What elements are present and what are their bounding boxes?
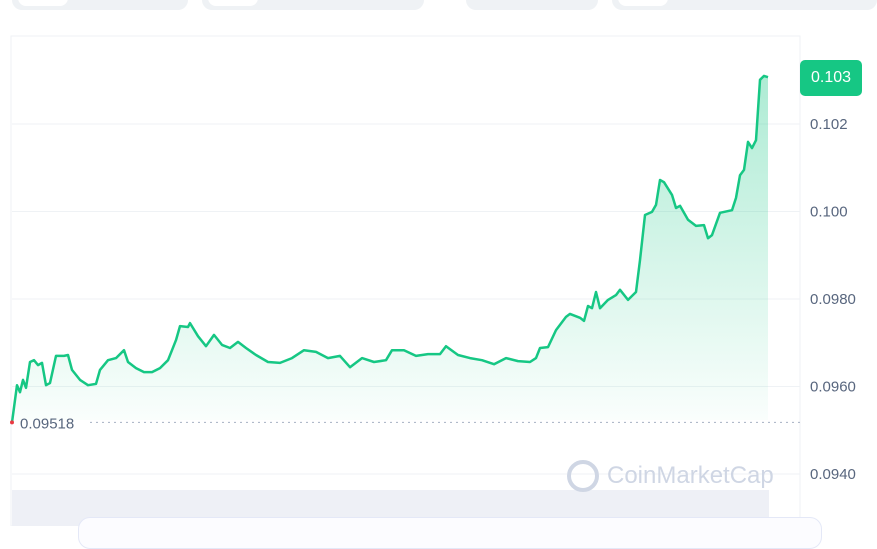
bottom-panel — [78, 517, 822, 549]
y-tick-label: 0.100 — [810, 204, 848, 221]
y-tick-label: 0.0940 — [810, 466, 856, 483]
range-tab-4-active — [618, 0, 668, 6]
y-tick-label: 0.0980 — [810, 291, 856, 308]
y-tick-label: 0.102 — [810, 116, 848, 133]
range-tab-3[interactable] — [466, 0, 598, 10]
price-chart[interactable]: 0.09518 0.102 0.100 0.0980 0.0960 0.0940 — [0, 0, 877, 526]
range-tab-1[interactable] — [12, 0, 188, 10]
current-price-badge: 0.103 — [800, 60, 862, 96]
watermark-text: CoinMarketCap — [607, 462, 774, 489]
coinmarketcap-logo-icon — [567, 460, 599, 492]
watermark: CoinMarketCap — [567, 460, 774, 492]
price-area — [12, 75, 768, 423]
open-price-label: 0.09518 — [20, 415, 74, 432]
range-tab-2-active — [208, 0, 258, 6]
range-tab-4[interactable] — [612, 0, 877, 10]
price-line — [10, 74, 769, 423]
y-tick-label: 0.0960 — [810, 379, 856, 396]
range-tab-2[interactable] — [202, 0, 424, 10]
range-tab-1-active — [18, 0, 68, 6]
plot-frame — [10, 35, 801, 526]
open-price-dot — [10, 420, 14, 425]
